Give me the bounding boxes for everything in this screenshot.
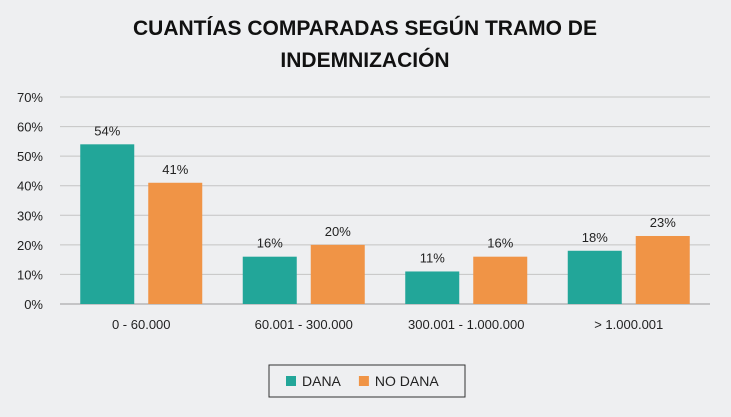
bar-dana (567, 250, 622, 304)
y-tick-label: 30% (17, 208, 43, 223)
data-label: 23% (650, 215, 676, 230)
legend-box (268, 364, 466, 398)
legend-label: NO DANA (375, 373, 439, 389)
x-axis-categories: 0 - 60.000 60.001 - 300.000 300.001 - 1.00… (112, 317, 663, 332)
data-label: 16% (257, 236, 283, 251)
chart-title-line-1: CUANTÍAS COMPARADAS SEGÚN TRAMO DE (133, 16, 597, 40)
y-tick-label: 40% (17, 179, 43, 194)
data-labels: 54% 41% 16% 20% 11% 16% 18% 23% (94, 123, 676, 265)
bar-no-dana (310, 244, 365, 304)
y-tick-label: 50% (17, 149, 43, 164)
legend-label: DANA (302, 373, 342, 389)
bars (80, 144, 690, 304)
bar-dana (405, 271, 460, 304)
chart-title-line-2: INDEMNIZACIÓN (280, 48, 449, 72)
y-tick-label: 70% (17, 90, 43, 105)
legend-swatch (286, 376, 296, 386)
y-tick-label: 10% (17, 267, 43, 282)
data-label: 18% (582, 230, 608, 245)
data-label: 16% (487, 236, 513, 251)
data-label: 54% (94, 123, 120, 138)
x-category-label: 300.001 - 1.000.000 (408, 317, 524, 332)
x-category-label: 60.001 - 300.000 (255, 317, 353, 332)
y-tick-label: 20% (17, 238, 43, 253)
y-tick-label: 0% (24, 297, 43, 312)
bar-dana (80, 144, 135, 304)
y-tick-label: 60% (17, 120, 43, 135)
data-label: 20% (325, 224, 351, 239)
legend-swatch (358, 376, 369, 386)
bar-dana (242, 256, 297, 304)
x-category-label: 0 - 60.000 (112, 317, 171, 332)
legend: DANA NO DANA (268, 364, 466, 398)
data-label: 41% (162, 162, 188, 177)
y-axis-ticks: 0% 10% 20% 30% 40% 50% 60% 70% (17, 90, 43, 312)
bar-no-dana (148, 182, 203, 304)
bar-no-dana (473, 256, 528, 304)
data-label: 11% (420, 250, 445, 265)
x-category-label: > 1.000.001 (594, 317, 663, 332)
bar-no-dana (635, 235, 690, 304)
